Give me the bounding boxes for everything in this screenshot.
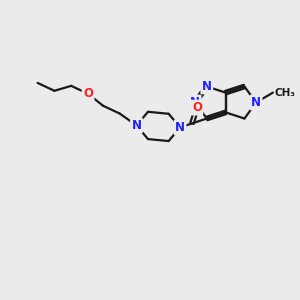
Text: O: O: [83, 87, 93, 100]
Text: N: N: [190, 96, 200, 109]
Text: N: N: [131, 119, 142, 132]
Text: N: N: [175, 121, 185, 134]
Text: N: N: [251, 96, 261, 109]
Text: O: O: [192, 101, 202, 114]
Text: CH₃: CH₃: [275, 88, 296, 98]
Text: N: N: [202, 80, 212, 93]
